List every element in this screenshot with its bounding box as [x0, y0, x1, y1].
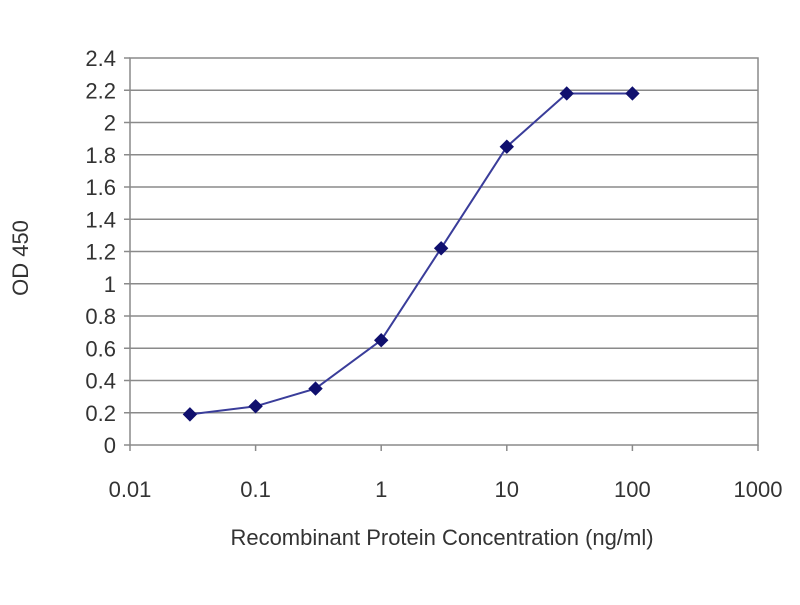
y-tick-label: 2: [104, 111, 116, 136]
y-tick-label: 0.6: [85, 336, 116, 361]
y-axis-ticks: 0 0.2 0.4 0.6 0.8 1 1.2 1.4 1.6 1.8 2 2.2 2.4: [85, 46, 130, 458]
data-point: [499, 139, 515, 154]
data-point: [625, 86, 640, 101]
x-tick-label: 100: [614, 477, 651, 502]
y-tick-label: 2.2: [85, 78, 116, 103]
data-point: [308, 381, 323, 396]
y-tick-label: 1.4: [85, 207, 116, 232]
series-layer: [182, 86, 640, 422]
x-tick-label: 0.01: [109, 477, 152, 502]
x-tick-label: 1000: [734, 477, 783, 502]
series-line: [189, 92, 633, 416]
y-tick-label: 0.4: [85, 369, 116, 394]
data-point: [373, 332, 389, 348]
x-axis-title: Recombinant Protein Concentration (ng/ml…: [230, 525, 653, 550]
y-tick-label: 0.8: [85, 304, 116, 329]
x-tick-label: 0.1: [240, 477, 271, 502]
data-point: [559, 86, 574, 101]
y-axis-title: OD 450: [8, 220, 33, 296]
x-tick-label: 10: [495, 477, 519, 502]
y-tick-label: 1.8: [85, 143, 116, 168]
y-tick-label: 1.2: [85, 240, 116, 265]
data-point: [182, 407, 198, 422]
x-axis-ticks: 0.01 0.1 1 10 100 1000: [109, 445, 783, 502]
y-tick-label: 0.2: [85, 401, 116, 426]
x-tick-label: 1: [375, 477, 387, 502]
y-tick-label: 1.6: [85, 175, 116, 200]
data-point: [248, 399, 263, 414]
y-tick-label: 2.4: [85, 46, 116, 71]
y-tick-label: 1: [104, 272, 116, 297]
y-tick-label: 0: [104, 433, 116, 458]
data-point: [433, 241, 449, 256]
